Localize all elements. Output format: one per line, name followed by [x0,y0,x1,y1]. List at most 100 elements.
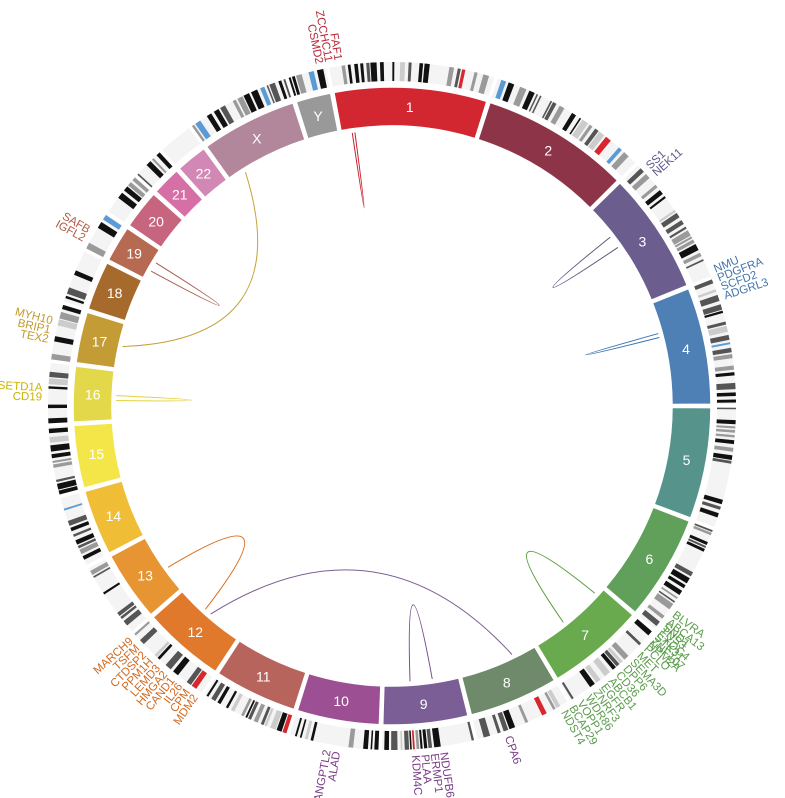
cytoband-5-3 [716,428,736,433]
cytoband-10-2 [363,729,370,750]
chromosome-Y [295,92,339,140]
cytoband-6-12 [647,604,665,619]
chromosome-label-12: 12 [187,624,203,640]
cytoband-6-11 [654,593,674,610]
chromosome-label-21: 21 [172,187,188,203]
cytoband-X-8 [250,89,265,110]
cytoband-19-2 [102,215,122,230]
cytoband-10-7 [294,717,303,737]
chromosome-6 [604,506,691,614]
cytoband-X-12 [278,80,288,100]
cytoband-7-7 [585,664,601,683]
cytoband-7-3 [607,647,623,664]
chromosome-label-Y: Y [313,108,323,124]
cytoband-1-10 [418,63,424,83]
chromosome-11 [217,639,307,711]
cytoband-8-6 [491,714,501,734]
cytoband-15-5 [51,451,71,459]
cytoband-9-6 [411,730,415,750]
cytoband-5-10 [701,501,721,510]
cytoband-20-1 [123,186,142,203]
cytoband-track-10 [289,716,380,750]
cytoband-1-11 [422,63,430,83]
cytoband-9-2 [426,728,433,749]
chromosome-5 [653,406,712,520]
cytoband-1-14 [458,69,466,89]
cytoband-Y-3 [308,71,319,91]
chromosome-label-5: 5 [683,452,691,468]
cytoband-X-2 [206,113,222,133]
chromosome-label-19: 19 [126,246,142,262]
cytoband-1-6 [379,62,385,82]
chromosome-label-10: 10 [333,693,349,709]
gene-label: ALAD [327,751,344,783]
cytoband-track-13 [88,559,147,632]
cytoband-2-13 [584,128,599,147]
cytoband-10-5 [304,720,313,740]
cytoband-6-0 [694,523,713,533]
cytoband-4-13 [716,382,736,391]
chromosome-2 [477,101,619,210]
cytoband-13-4 [93,566,111,578]
cytoband-14-3 [75,532,95,545]
cytoband-20-3 [132,177,150,193]
cytoband-4-8 [711,342,731,348]
cytoband-1-13 [454,68,461,88]
cytoband-5-8 [712,457,732,464]
cytoband-14-4 [72,527,92,537]
cytoband-7-4 [604,649,620,667]
cytoband-11-4 [260,706,271,726]
cytoband-13-2 [117,601,135,616]
cytoband-12-0 [191,670,207,689]
cytoband-5-9 [703,494,723,505]
cytoband-9-4 [419,729,423,749]
cytoband-9-9 [400,730,403,750]
chromosome-13 [109,536,182,616]
chromosome-20 [127,192,184,249]
chromosome-label-17: 17 [92,333,108,349]
cytoband-11-1 [276,712,288,732]
cytoband-1-1 [347,64,353,84]
cytoband-1-7 [392,62,395,82]
cytoband-8-2 [533,696,547,716]
cytoband-18-0 [65,295,85,305]
cytoband-6-5 [674,563,694,577]
cytoband-4-7 [709,334,730,344]
chromosome-4 [651,287,712,406]
cytoband-4-10 [713,353,733,361]
cytoband-2-7 [544,102,557,121]
cytoband-9-10 [391,730,398,750]
cytoband-15-4 [52,457,72,463]
gene-label: ERMP1 [428,753,445,794]
cytoband-15-3 [53,461,73,468]
cytoband-8-4 [503,709,516,730]
cytoband-X-0 [191,124,205,142]
cytoband-7-2 [611,642,629,660]
chromosome-label-14: 14 [106,508,122,524]
cytoband-6-6 [670,568,690,584]
cytoband-5-2 [716,425,736,429]
chromosome-label-1: 1 [406,99,414,115]
gene-label: SETD1A [0,380,43,394]
cytoband-17-3 [59,311,80,324]
cytoband-3-7 [665,220,684,234]
cytoband-4-11 [714,365,735,372]
cytoband-18-2 [74,270,94,283]
cytoband-17-1 [54,336,74,345]
link-6 [167,535,246,610]
gene-label: CD19 [13,391,43,404]
cytoband-1-12 [446,66,455,87]
chromosome-label-4: 4 [682,341,690,357]
cytoband-9-7 [409,730,412,750]
chromosome-22 [177,147,228,199]
chromosome-7 [536,588,635,680]
cytoband-2-4 [528,93,539,112]
cytoband-4-12 [715,372,735,378]
cytoband-13-5 [90,561,109,575]
cytoband-4-14 [716,392,736,397]
cytoband-2-1 [502,82,515,103]
chromosome-label-9: 9 [420,696,428,712]
link-9 [150,262,220,306]
